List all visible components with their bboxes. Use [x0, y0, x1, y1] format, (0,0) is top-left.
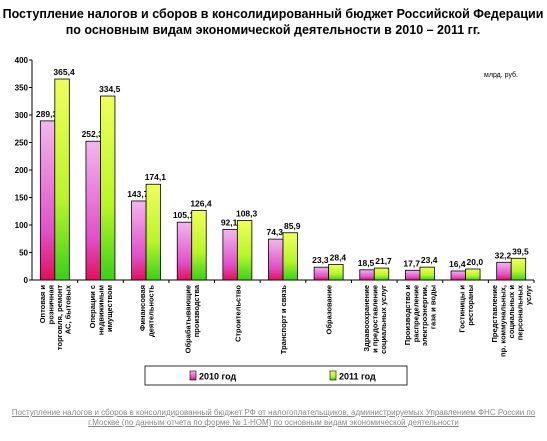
data-label: 17,7: [403, 258, 420, 268]
data-label: 334,5: [99, 84, 121, 94]
category-label: Образование: [325, 285, 334, 334]
category-label: Оптовая ирозничнаяторговля, ремонтАС, бы…: [38, 284, 72, 350]
category-label: Здравоохранениеи предоставлениесоциальны…: [362, 285, 388, 354]
data-label: 39,5: [512, 246, 529, 256]
data-label: 174,1: [145, 172, 167, 182]
bar-2010: [222, 228, 238, 281]
bar-2010: [268, 238, 284, 281]
category-label: Производство ираспределениеэлектроэнерги…: [403, 285, 438, 347]
legend-frame: [144, 365, 408, 386]
y-tick-label: 150: [15, 194, 29, 203]
y-tick-label: 50: [19, 249, 28, 258]
bar-2010: [450, 270, 466, 281]
data-label: 21,7: [375, 256, 392, 266]
bar-2010: [496, 261, 512, 281]
data-label: 85,9: [284, 221, 301, 231]
data-label: 20,0: [467, 257, 484, 267]
data-label: 18,5: [358, 258, 375, 268]
chart-title-line-1: Поступление налогов и сборов в консолиди…: [3, 7, 544, 21]
legend-swatch-2011: [329, 370, 337, 381]
legend-label-2011: 2011 год: [339, 372, 376, 382]
data-label: 365,4: [53, 67, 75, 77]
data-label: 74,3: [266, 227, 283, 237]
bar-2011: [419, 266, 435, 281]
y-tick-label: 300: [15, 111, 29, 120]
bar-2011: [373, 267, 390, 281]
category-label: Представлениепр. коммунальных,социальных…: [490, 284, 533, 357]
bar-2010: [313, 266, 330, 281]
data-label: 126,4: [190, 198, 212, 208]
data-label: 23,3: [312, 255, 329, 265]
data-label: 108,3: [236, 208, 258, 218]
data-label: 252,3: [82, 129, 104, 139]
y-tick-label: 100: [15, 221, 29, 230]
category-label: Операции снедвижимымимуществом: [88, 285, 114, 336]
category-label: Гостиницы ирестораны: [457, 285, 475, 333]
y-tick-label: 250: [15, 139, 29, 148]
data-label: 32,2: [495, 250, 512, 260]
category-label: Финансоваядеятельность: [138, 285, 156, 337]
legend-label-2010: 2010 год: [199, 372, 237, 382]
bar-2010: [359, 269, 375, 281]
bar-2010: [131, 200, 147, 281]
bar-2011: [145, 183, 161, 281]
bar-2011: [510, 257, 527, 281]
data-label: 105,1: [173, 210, 195, 220]
bar-2010: [176, 221, 193, 281]
bar-2010: [85, 140, 101, 281]
bar-2011: [236, 220, 253, 281]
bar-2011: [465, 268, 481, 281]
bar-2011: [54, 78, 70, 281]
y-tick-label: 350: [15, 84, 29, 93]
bar-chart: Поступление налогов и сборов в консолиди…: [3, 7, 544, 386]
legend: 2010 год 2011 год: [144, 365, 408, 386]
y-tick-label: 400: [15, 56, 29, 65]
bar-2010: [39, 120, 56, 281]
data-label: 92,1: [221, 217, 238, 227]
bar-2011: [282, 232, 298, 281]
category-label: Строительство: [233, 285, 242, 342]
y-tick-label: 0: [24, 276, 29, 285]
bar-2011: [328, 263, 344, 281]
source-caption[interactable]: Поступление налогов и сборов в консолиди…: [11, 408, 536, 427]
data-label: 23,4: [421, 255, 438, 265]
bar-2010: [405, 269, 421, 281]
data-label: 143,7: [127, 189, 149, 199]
bar-2011: [100, 95, 116, 281]
y-tick-label: 200: [15, 166, 29, 175]
data-label: 16,4: [449, 259, 466, 269]
legend-swatch-2010: [189, 370, 197, 381]
data-label: 289,3: [36, 109, 58, 119]
unit-label: млрд. руб.: [484, 71, 518, 79]
category-label: Обрабатывающиепроизводства: [183, 284, 201, 353]
category-label: Транспорт и связь: [279, 285, 288, 355]
chart-title-line-2: по основным видам экономической деятельн…: [66, 23, 481, 37]
bar-2011: [191, 210, 207, 281]
data-label: 28,4: [330, 252, 347, 262]
